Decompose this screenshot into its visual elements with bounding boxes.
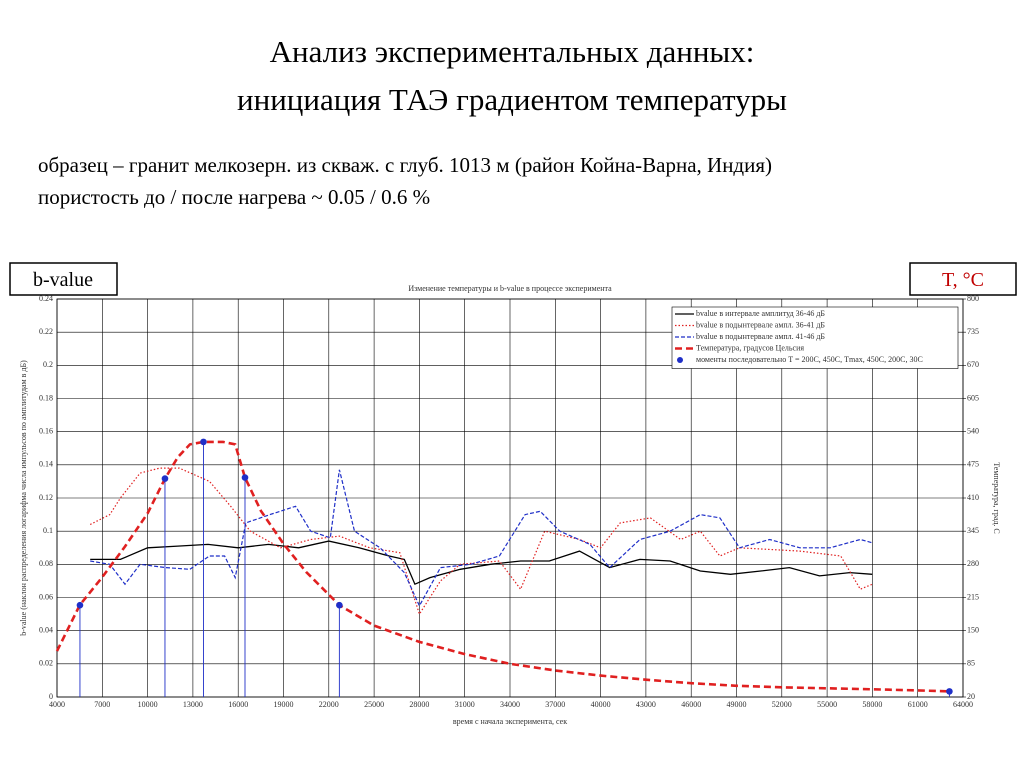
y-tick-label: 0.18 <box>39 393 53 402</box>
x-tick-label: 10000 <box>138 700 158 709</box>
series-line <box>90 469 873 608</box>
x-tick-label: 7000 <box>94 700 110 709</box>
y2-tick-label: 150 <box>967 625 979 634</box>
x-tick-label: 64000 <box>953 700 973 709</box>
x-tick-label: 28000 <box>409 700 429 709</box>
y2-axis-label: Температура, град. С <box>992 462 1001 534</box>
series-line <box>89 467 873 616</box>
x-tick-label: 52000 <box>772 700 792 709</box>
y-tick-label: 0.16 <box>39 426 53 435</box>
legend-label: bvalue в подынтервале ампл. 36-41 дБ <box>696 320 825 329</box>
x-tick-label: 31000 <box>455 700 475 709</box>
y2-tick-label: 670 <box>967 360 979 369</box>
x-tick-label: 49000 <box>727 700 747 709</box>
y-tick-label: 0 <box>49 692 53 701</box>
y2-tick-label: 800 <box>967 294 979 303</box>
label-box <box>909 262 1017 296</box>
y2-tick-label: 735 <box>967 327 979 336</box>
x-tick-label: 25000 <box>364 700 384 709</box>
x-axis-label: время с начала эксперимента, сек <box>453 717 567 726</box>
y-tick-label: 0.12 <box>39 493 53 502</box>
legend-marker <box>677 357 683 363</box>
series-line <box>55 440 950 693</box>
x-tick-label: 4000 <box>49 700 65 709</box>
x-tick-label: 61000 <box>908 700 928 709</box>
y-tick-label: 0.2 <box>43 360 53 369</box>
subtitle: пористость до / после нагрева ~ 0.05 / 0… <box>38 185 430 209</box>
y2-tick-label: 540 <box>967 426 979 435</box>
x-tick-label: 46000 <box>681 700 701 709</box>
y-tick-label: 0.02 <box>39 659 53 668</box>
label-box <box>9 262 118 296</box>
axis-box-label: b-value <box>33 269 93 291</box>
y-tick-label: 0.1 <box>43 526 53 535</box>
x-tick-label: 55000 <box>817 700 837 709</box>
y2-tick-label: 20 <box>967 692 975 701</box>
x-tick-label: 22000 <box>319 700 339 709</box>
y2-tick-label: 280 <box>967 559 979 568</box>
moment-marker <box>946 688 953 695</box>
y-tick-label: 0.24 <box>39 294 53 303</box>
legend-box <box>671 306 959 369</box>
moment-marker <box>76 601 84 609</box>
y2-tick-label: 345 <box>967 526 979 535</box>
y2-tick-label: 475 <box>967 460 979 469</box>
moment-marker <box>336 601 343 609</box>
x-tick-label: 58000 <box>862 700 882 709</box>
plot-frame <box>56 298 964 698</box>
y-tick-label: 0.22 <box>39 327 53 336</box>
plot: 0 0.02 0.04 0.06 0.08 0.1 0.12 0.14 0.16 0.18 0.2 0… <box>39 294 979 709</box>
chart-title: Изменение температуры и b-value в процес… <box>408 284 612 293</box>
y2-tick-label: 605 <box>967 393 979 402</box>
y2-tick-label: 85 <box>967 659 975 668</box>
moment-marker <box>200 438 207 446</box>
y-tick-label: 0.06 <box>39 592 53 601</box>
x-tick-label: 13000 <box>183 700 203 709</box>
series-line <box>90 540 873 586</box>
y-tick-label: 0.04 <box>39 625 53 634</box>
moment-marker <box>161 475 169 482</box>
x-tick-label: 16000 <box>228 700 248 709</box>
y-tick-label: 0.14 <box>39 460 53 469</box>
slide-title: инициация ТАЭ градиентом температуры <box>237 82 787 117</box>
legend-label: моменты последовательно T = 200С, 450С, … <box>696 355 923 364</box>
subtitle: образец – гранит мелкозерн. из скваж. с … <box>38 153 772 177</box>
x-tick-label: 40000 <box>591 700 611 709</box>
legend-label: Температура, градусов Цельсия <box>696 343 804 352</box>
y-tick-label: 0.08 <box>39 559 53 568</box>
y2-tick-label: 410 <box>967 493 979 502</box>
x-tick-label: 37000 <box>545 700 565 709</box>
legend-label: bvalue в интервале амплитуд 36-46 дБ <box>696 309 825 318</box>
x-tick-label: 43000 <box>636 700 656 709</box>
slide-title: Анализ экспериментальных данных: <box>270 34 755 69</box>
y-axis-label: b-value (наклон распределения логарифма … <box>19 360 28 636</box>
moment-marker <box>241 474 249 481</box>
legend-label: bvalue в подынтервале ампл. 41-46 дБ <box>696 332 825 341</box>
axis-box-label: T, °C <box>942 269 984 291</box>
x-tick-label: 34000 <box>500 700 520 709</box>
x-tick-label: 19000 <box>274 700 294 709</box>
y2-tick-label: 215 <box>967 592 979 601</box>
